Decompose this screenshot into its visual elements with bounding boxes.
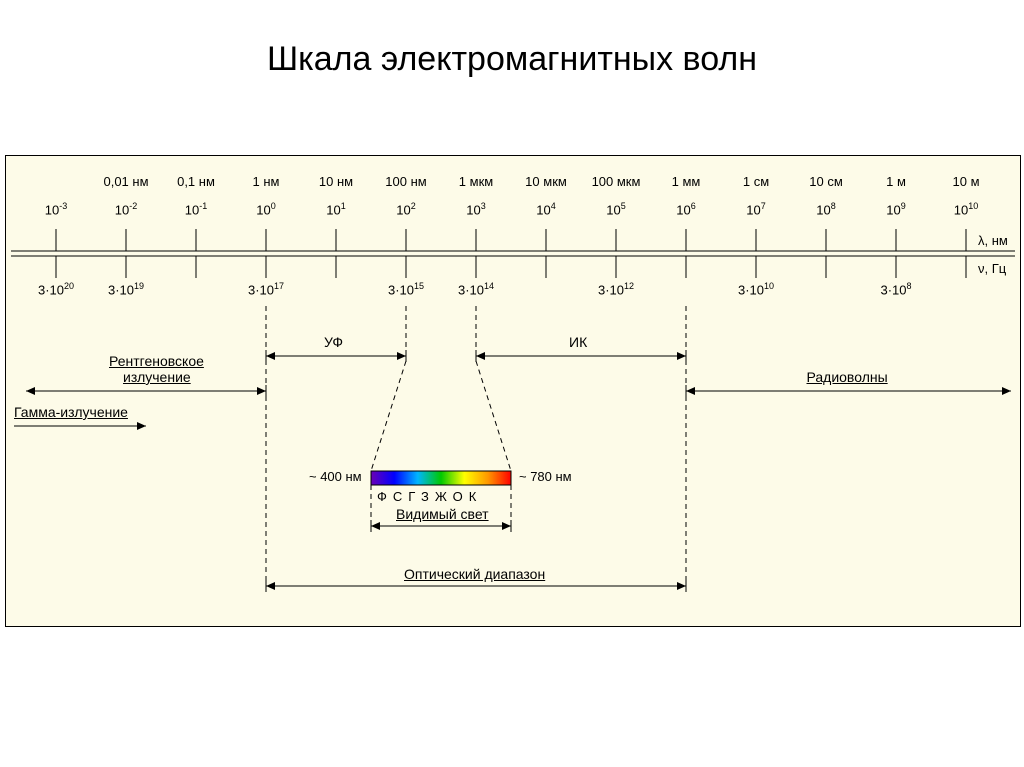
frequency-label: 3·1020 (38, 281, 74, 297)
frequency-label: 3·1015 (388, 281, 424, 297)
wavelength-unit-label: 1 м (886, 174, 906, 189)
radio-label: Радиоволны (807, 369, 888, 385)
lambda-axis-label: λ, нм (978, 233, 1008, 248)
wavelength-unit-label: 10 нм (319, 174, 353, 189)
wavelength-unit-label: 1 мкм (459, 174, 493, 189)
wavelength-exp-label: 100 (256, 201, 275, 217)
nu-axis-label: ν, Гц (978, 261, 1006, 276)
spectrum-letters: ФСГЗЖОК (377, 489, 482, 504)
wavelength-unit-label: 100 мкм (592, 174, 641, 189)
wavelength-exp-label: 1010 (954, 201, 978, 217)
gamma-label: Гамма-излучение (14, 404, 128, 420)
wavelength-unit-label: 10 м (952, 174, 979, 189)
wavelength-unit-label: 1 нм (253, 174, 280, 189)
frequency-label: 3·108 (880, 281, 911, 297)
uv-label: УФ (324, 334, 343, 350)
visible-label: Видимый свет (396, 506, 489, 522)
visible-left-nm: ~ 400 нм (309, 469, 362, 484)
wavelength-exp-label: 102 (396, 201, 415, 217)
wavelength-exp-label: 106 (676, 201, 695, 217)
optical-label: Оптический диапазон (404, 566, 545, 582)
wavelength-exp-label: 10-3 (45, 201, 67, 217)
wavelength-unit-label: 0,1 нм (177, 174, 215, 189)
wavelength-unit-label: 1 мм (672, 174, 701, 189)
frequency-label: 3·1010 (738, 281, 774, 297)
wavelength-exp-label: 107 (746, 201, 765, 217)
frequency-label: 3·1019 (108, 281, 144, 297)
wavelength-exp-label: 108 (816, 201, 835, 217)
wavelength-unit-label: 10 мкм (525, 174, 567, 189)
wavelength-unit-label: 1 см (743, 174, 769, 189)
wavelength-unit-label: 10 см (809, 174, 843, 189)
xray-label-1: Рентгеновское (109, 353, 204, 369)
wavelength-unit-label: 0,01 нм (103, 174, 148, 189)
ir-label: ИК (569, 334, 587, 350)
wavelength-exp-label: 103 (466, 201, 485, 217)
wavelength-exp-label: 10-2 (115, 201, 137, 217)
visible-right-nm: ~ 780 нм (519, 469, 572, 484)
wavelength-exp-label: 101 (326, 201, 345, 217)
frequency-label: 3·1017 (248, 281, 284, 297)
wavelength-exp-label: 105 (606, 201, 625, 217)
wavelength-unit-label: 100 нм (385, 174, 426, 189)
diagram-svg (6, 156, 1020, 626)
xray-label-2: излучение (123, 369, 191, 385)
wavelength-exp-label: 104 (536, 201, 555, 217)
spectrum-diagram: 0,01 нм 0,1 нм 1 нм 10 нм 100 нм 1 мкм 10 мкм 1… (5, 155, 1021, 627)
wavelength-exp-label: 109 (886, 201, 905, 217)
wavelength-exp-label: 10-1 (185, 201, 207, 217)
frequency-label: 3·1014 (458, 281, 494, 297)
page-title: Шкала электромагнитных волн (0, 40, 1024, 79)
frequency-label: 3·1012 (598, 281, 634, 297)
